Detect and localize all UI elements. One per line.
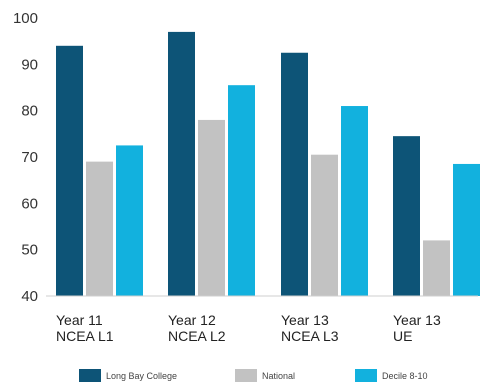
y-tick-label: 90 — [21, 56, 38, 73]
x-tick-label: NCEA L2 — [168, 328, 226, 344]
bar-long-bay-college-2 — [281, 52, 308, 296]
x-tick-label: Year 13 — [281, 312, 329, 328]
bar-decile-8-10-3 — [453, 163, 480, 296]
bar-long-bay-college-0 — [56, 45, 83, 296]
x-tick-label: Year 13 — [393, 312, 441, 328]
bar-national-2 — [311, 154, 338, 296]
legend-swatch — [355, 369, 377, 382]
y-tick-label: 100 — [13, 10, 38, 27]
y-tick-label: 60 — [21, 195, 38, 212]
bar-national-0 — [86, 161, 113, 296]
bar-national-3 — [423, 240, 450, 296]
y-tick-label: 80 — [21, 103, 38, 120]
x-tick-label: NCEA L3 — [281, 328, 339, 344]
y-tick-label: 50 — [21, 242, 38, 259]
legend-swatch — [79, 369, 101, 382]
x-tick-label: NCEA L1 — [56, 328, 114, 344]
x-tick-label: Year 11 — [56, 312, 103, 328]
bar-long-bay-college-1 — [168, 31, 195, 297]
y-tick-label: 70 — [21, 149, 38, 166]
y-tick-label: 40 — [21, 288, 38, 305]
x-tick-label: Year 12 — [168, 312, 216, 328]
legend: Long Bay College National Decile 8-10 — [79, 369, 428, 382]
legend-label: Long Bay College — [106, 371, 177, 381]
bars — [56, 31, 480, 297]
bar-long-bay-college-3 — [393, 136, 420, 296]
y-axis: 40 50 60 70 80 90 100 — [13, 10, 38, 305]
bar-decile-8-10-2 — [341, 106, 368, 297]
x-tick-label: UE — [393, 328, 412, 344]
bar-national-1 — [198, 119, 225, 296]
bar-decile-8-10-0 — [116, 145, 143, 296]
legend-swatch — [235, 369, 257, 382]
bar-decile-8-10-1 — [228, 85, 255, 296]
legend-label: National — [262, 371, 295, 381]
legend-label: Decile 8-10 — [382, 371, 428, 381]
